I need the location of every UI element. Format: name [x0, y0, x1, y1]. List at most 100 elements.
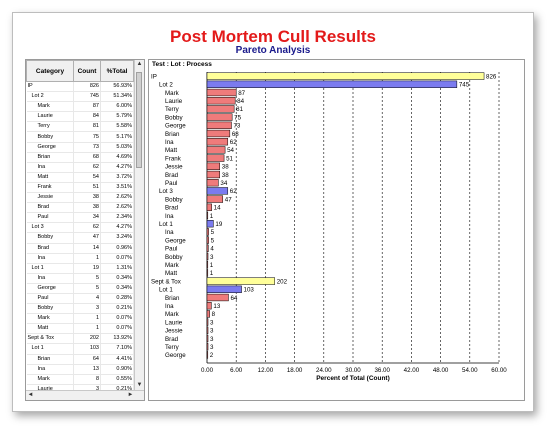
bar	[206, 334, 209, 343]
bar-value-label: 47	[225, 196, 232, 203]
table-row[interactable]: Laurie 84 5.79%	[26, 111, 134, 123]
x-tick-label: 42.00	[404, 367, 420, 374]
table-row[interactable]: Brian 68 4.69%	[26, 152, 134, 163]
table-row[interactable]: Ina 13 0.90%	[26, 364, 134, 375]
scroll-right-arrow-icon[interactable]: ►	[127, 392, 134, 398]
cell-pct-total: 3.51%	[100, 182, 134, 194]
table-row[interactable]: Sept & Tox 202 13.92%	[26, 333, 134, 345]
column-header-count[interactable]: Count	[73, 60, 101, 82]
x-tick-label: 0.00	[201, 367, 214, 374]
bar-value-label: 1	[210, 270, 214, 277]
column-header-category[interactable]: Category	[26, 60, 74, 82]
cell-count: 87	[73, 101, 101, 113]
scroll-left-arrow-icon[interactable]: ◄	[27, 392, 34, 398]
table-row[interactable]: Frank 51 3.51%	[26, 182, 134, 194]
bar	[206, 252, 209, 261]
category-label: IP	[151, 73, 157, 80]
table-row[interactable]: Lot 1 103 7.10%	[26, 343, 134, 355]
bar	[206, 318, 209, 326]
bar	[206, 146, 226, 154]
table-row[interactable]: George 5 0.34%	[26, 283, 134, 294]
bar	[206, 261, 209, 269]
horizontal-scrollbar[interactable]: ◄ ►	[26, 390, 144, 400]
cell-pct-total: 5.03%	[100, 142, 134, 153]
category-label: Paul	[165, 246, 177, 253]
table-row[interactable]: Paul 4 0.28%	[26, 293, 134, 305]
category-label: Lot 1	[159, 221, 173, 228]
column-header-pct-total[interactable]: %Total	[100, 60, 134, 82]
cell-category: Laurie	[26, 111, 74, 123]
bar-value-label: 4	[210, 246, 214, 253]
category-label: Ina	[165, 229, 174, 236]
vertical-scrollbar[interactable]: ▲ ▼	[134, 60, 144, 390]
x-tick-label: 36.00	[374, 367, 390, 374]
cell-category: Bobby	[26, 232, 74, 244]
bar-value-label: 103	[244, 287, 255, 294]
table-row[interactable]: Ina 1 0.07%	[26, 253, 134, 264]
table-row[interactable]: Bobby 75 5.17%	[26, 131, 134, 143]
table-row[interactable]: Matt 1 0.07%	[26, 323, 134, 335]
x-tick-label: 24.00	[316, 367, 332, 374]
cell-pct-total: 0.34%	[100, 283, 134, 294]
table-row[interactable]: Mark 8 0.55%	[26, 374, 134, 385]
scroll-up-arrow-icon[interactable]: ▲	[136, 61, 143, 67]
table-row[interactable]: Paul 34 2.34%	[26, 212, 134, 224]
cell-category: Paul	[26, 212, 74, 224]
table-row[interactable]: Bobby 47 3.24%	[26, 232, 134, 244]
cell-pct-total: 4.27%	[100, 222, 134, 234]
cell-category: Laurie	[26, 384, 74, 390]
bar-value-label: 3	[210, 344, 214, 351]
table-row[interactable]: Lot 3 62 4.27%	[26, 222, 134, 234]
cell-pct-total: 13.92%	[100, 333, 134, 345]
bar-value-label: 5	[211, 237, 215, 244]
cell-category: Jessie	[26, 192, 74, 204]
vertical-scroll-thumb[interactable]	[136, 72, 142, 168]
category-label: Brad	[165, 172, 179, 179]
table-row[interactable]: IP 826 56.93%	[26, 81, 134, 93]
table-row[interactable]: Mark 1 0.07%	[26, 313, 134, 325]
cell-count: 64	[73, 354, 101, 365]
bar	[206, 72, 485, 80]
cell-pct-total: 56.93%	[100, 81, 134, 93]
cell-count: 13	[73, 364, 101, 375]
table-row[interactable]: Ina 62 4.27%	[26, 162, 134, 173]
cell-category: Matt	[26, 323, 74, 335]
table-row[interactable]: Jessie 38 2.62%	[26, 192, 134, 204]
table-row[interactable]: Lot 1 19 1.31%	[26, 263, 134, 274]
table-row[interactable]: Brad 38 2.62%	[26, 202, 134, 214]
cell-count: 75	[73, 131, 101, 143]
table-row[interactable]: Mark 87 6.00%	[26, 101, 134, 113]
cell-count: 202	[73, 333, 101, 345]
x-tick-label: 48.00	[433, 367, 449, 374]
category-label: Bobby	[165, 254, 183, 261]
cell-count: 3	[73, 384, 101, 390]
category-label: Matt	[165, 270, 177, 277]
table-row[interactable]: Bobby 3 0.21%	[26, 303, 134, 315]
table-row[interactable]: Lot 2 745 51.34%	[26, 91, 134, 103]
table-row[interactable]: Brian 64 4.41%	[26, 354, 134, 365]
table-row[interactable]: Brad 14 0.96%	[26, 243, 134, 254]
bar-value-label: 13	[213, 303, 220, 310]
cell-count: 4	[73, 293, 101, 305]
cell-pct-total: 4.41%	[100, 354, 134, 365]
bar	[206, 170, 221, 179]
bar-value-label: 73	[233, 123, 240, 130]
bar	[206, 277, 275, 285]
table-row[interactable]: Laurie 3 0.21%	[26, 384, 134, 390]
cell-category: Mark	[26, 313, 74, 325]
cell-pct-total: 6.00%	[100, 101, 134, 113]
bar	[206, 105, 235, 113]
table-row[interactable]: Ina 5 0.34%	[26, 273, 134, 284]
bar	[206, 121, 232, 129]
cell-category: George	[26, 283, 74, 294]
bar-value-label: 3	[210, 254, 214, 261]
cell-category: Brad	[26, 243, 74, 254]
bar	[206, 195, 224, 203]
table-row[interactable]: George 73 5.03%	[26, 142, 134, 153]
scroll-down-arrow-icon[interactable]: ▼	[136, 382, 143, 388]
cell-pct-total: 5.58%	[100, 121, 134, 133]
table-row[interactable]: Terry 81 5.58%	[26, 121, 134, 133]
category-label: Bobby	[165, 196, 183, 203]
x-tick-label: 30.00	[345, 367, 361, 374]
table-row[interactable]: Matt 54 3.72%	[26, 172, 134, 183]
